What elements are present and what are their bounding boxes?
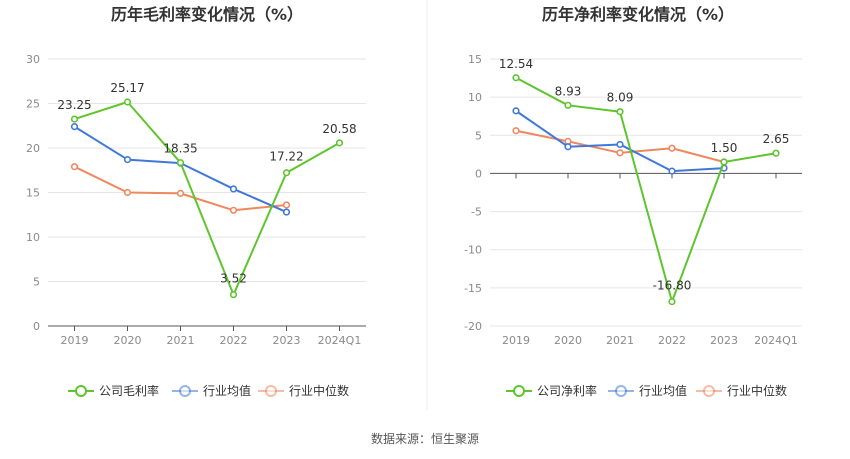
x-tick-label: 2024Q1 <box>754 334 798 347</box>
x-tick-label: 2019 <box>61 334 89 347</box>
data-point-median <box>123 188 132 197</box>
data-point-median <box>176 189 185 197</box>
data-label: 20.58 <box>322 122 356 136</box>
data-point-company <box>70 115 79 123</box>
data-point-median <box>282 201 291 209</box>
x-tick-label: 2022 <box>220 334 248 347</box>
data-point-avg <box>282 208 291 216</box>
legend-label: 行业中位数 <box>727 383 787 398</box>
legend-label: 公司毛利率 <box>99 383 159 398</box>
y-tick-label: 15 <box>26 187 40 200</box>
data-label: 17.22 <box>269 150 303 164</box>
gridlines <box>48 58 366 327</box>
legend: 公司毛利率 行业均值 行业中位数 <box>68 383 349 398</box>
data-point-company <box>616 108 624 116</box>
data-point-median <box>616 149 624 157</box>
y-tick-label: 0 <box>475 167 482 180</box>
legend-swatch-marker <box>703 385 715 397</box>
axes: 0 5 10 15 20 25 30 2019 2020 2021 2022 2023 2024Q1 <box>26 53 361 347</box>
series-line-median <box>74 165 287 212</box>
data-label: 3.52 <box>220 272 247 286</box>
data-point-avg <box>668 167 676 175</box>
data-point-avg <box>512 107 520 115</box>
data-point-company <box>720 158 728 166</box>
data-label: 12.54 <box>499 57 533 71</box>
y-tick-label: 10 <box>26 231 40 244</box>
data-label: 25.17 <box>110 81 144 95</box>
y-tick-label: 0 <box>33 320 40 333</box>
x-tick-label: 2021 <box>606 334 634 347</box>
gross-margin-chart: 历年毛利率变化情况（%） 0 5 10 15 20 25 30 2019 2020 2021 202… <box>26 5 366 398</box>
y-tick-label: 20 <box>26 142 40 155</box>
legend: 公司净利率 行业均值 行业中位数 <box>506 383 787 398</box>
data-labels: 12.54 8.93 8.09 -16.80 1.50 2.65 <box>499 57 790 293</box>
data-point-company <box>176 159 185 167</box>
data-label: -16.80 <box>653 279 692 293</box>
x-tick-label: 2024Q1 <box>318 334 362 347</box>
data-point-company <box>335 139 344 147</box>
data-point-median <box>512 127 520 135</box>
legend-label: 行业均值 <box>203 383 251 398</box>
data-point-avg <box>123 155 132 164</box>
data-point-median <box>668 144 676 152</box>
y-tick-label: 5 <box>475 129 482 142</box>
legend-swatch-marker <box>265 385 277 397</box>
legend-label: 行业中位数 <box>289 383 349 398</box>
chart-title: 历年毛利率变化情况（%） <box>111 5 303 24</box>
data-point-company <box>512 74 520 82</box>
x-tick-label: 2020 <box>114 334 142 347</box>
y-tick-label: -10 <box>464 244 482 257</box>
data-label: 18.35 <box>163 142 197 156</box>
legend-label: 公司净利率 <box>537 383 597 398</box>
data-point-company <box>564 101 572 109</box>
legend-swatch-marker <box>615 385 627 397</box>
data-point-avg <box>70 123 79 131</box>
series-lines <box>70 98 344 299</box>
series-lines <box>512 74 780 306</box>
data-point-company <box>123 98 132 106</box>
x-tick-label: 2019 <box>502 334 530 347</box>
y-tick-label: -5 <box>471 206 482 219</box>
data-point-avg <box>229 185 238 193</box>
axes: -20 -15 -10 -5 0 5 10 15 2019 2020 2021 2022 2023 202… <box>464 53 798 347</box>
y-tick-label: 25 <box>26 98 40 111</box>
data-label: 8.93 <box>555 84 582 98</box>
y-tick-label: 5 <box>33 276 40 289</box>
legend-swatch-marker <box>513 385 525 397</box>
y-tick-label: 15 <box>468 53 482 66</box>
series-line-company <box>515 76 777 303</box>
legend-swatch-marker <box>75 385 87 397</box>
y-tick-label: 10 <box>468 91 482 104</box>
legend-swatch-marker <box>179 385 191 397</box>
data-point-company <box>282 169 291 177</box>
y-tick-label: 30 <box>26 53 40 66</box>
data-point-median <box>70 163 79 171</box>
series-line-avg <box>73 125 287 213</box>
data-point-company <box>229 291 238 299</box>
x-tick-label: 2023 <box>710 334 738 347</box>
gridlines <box>490 58 802 327</box>
source-note: 数据来源：恒生聚源 <box>371 431 479 446</box>
net-margin-chart: 历年净利率变化情况（%） -20 -15 -10 -5 0 5 10 15 2019 2020 20… <box>464 5 802 398</box>
data-labels: 23.25 25.17 18.35 3.52 17.22 20.58 <box>57 81 356 286</box>
data-label: 23.25 <box>57 98 91 112</box>
x-tick-label: 2023 <box>273 334 301 347</box>
data-point-avg <box>616 140 624 149</box>
data-point-company <box>668 297 676 306</box>
data-label: 2.65 <box>763 132 790 146</box>
y-tick-label: -20 <box>464 320 482 333</box>
data-point-company <box>772 149 780 157</box>
x-tick-label: 2022 <box>658 334 686 347</box>
data-label: 1.50 <box>711 141 738 155</box>
data-point-avg <box>564 143 572 151</box>
data-point-median <box>229 206 238 214</box>
data-label: 8.09 <box>607 91 634 105</box>
chart-title: 历年净利率变化情况（%） <box>542 5 734 24</box>
x-tick-label: 2020 <box>554 334 582 347</box>
legend-label: 行业均值 <box>639 383 687 398</box>
series-line-company <box>74 100 340 296</box>
x-tick-label: 2021 <box>167 334 195 347</box>
y-tick-label: -15 <box>464 282 482 295</box>
